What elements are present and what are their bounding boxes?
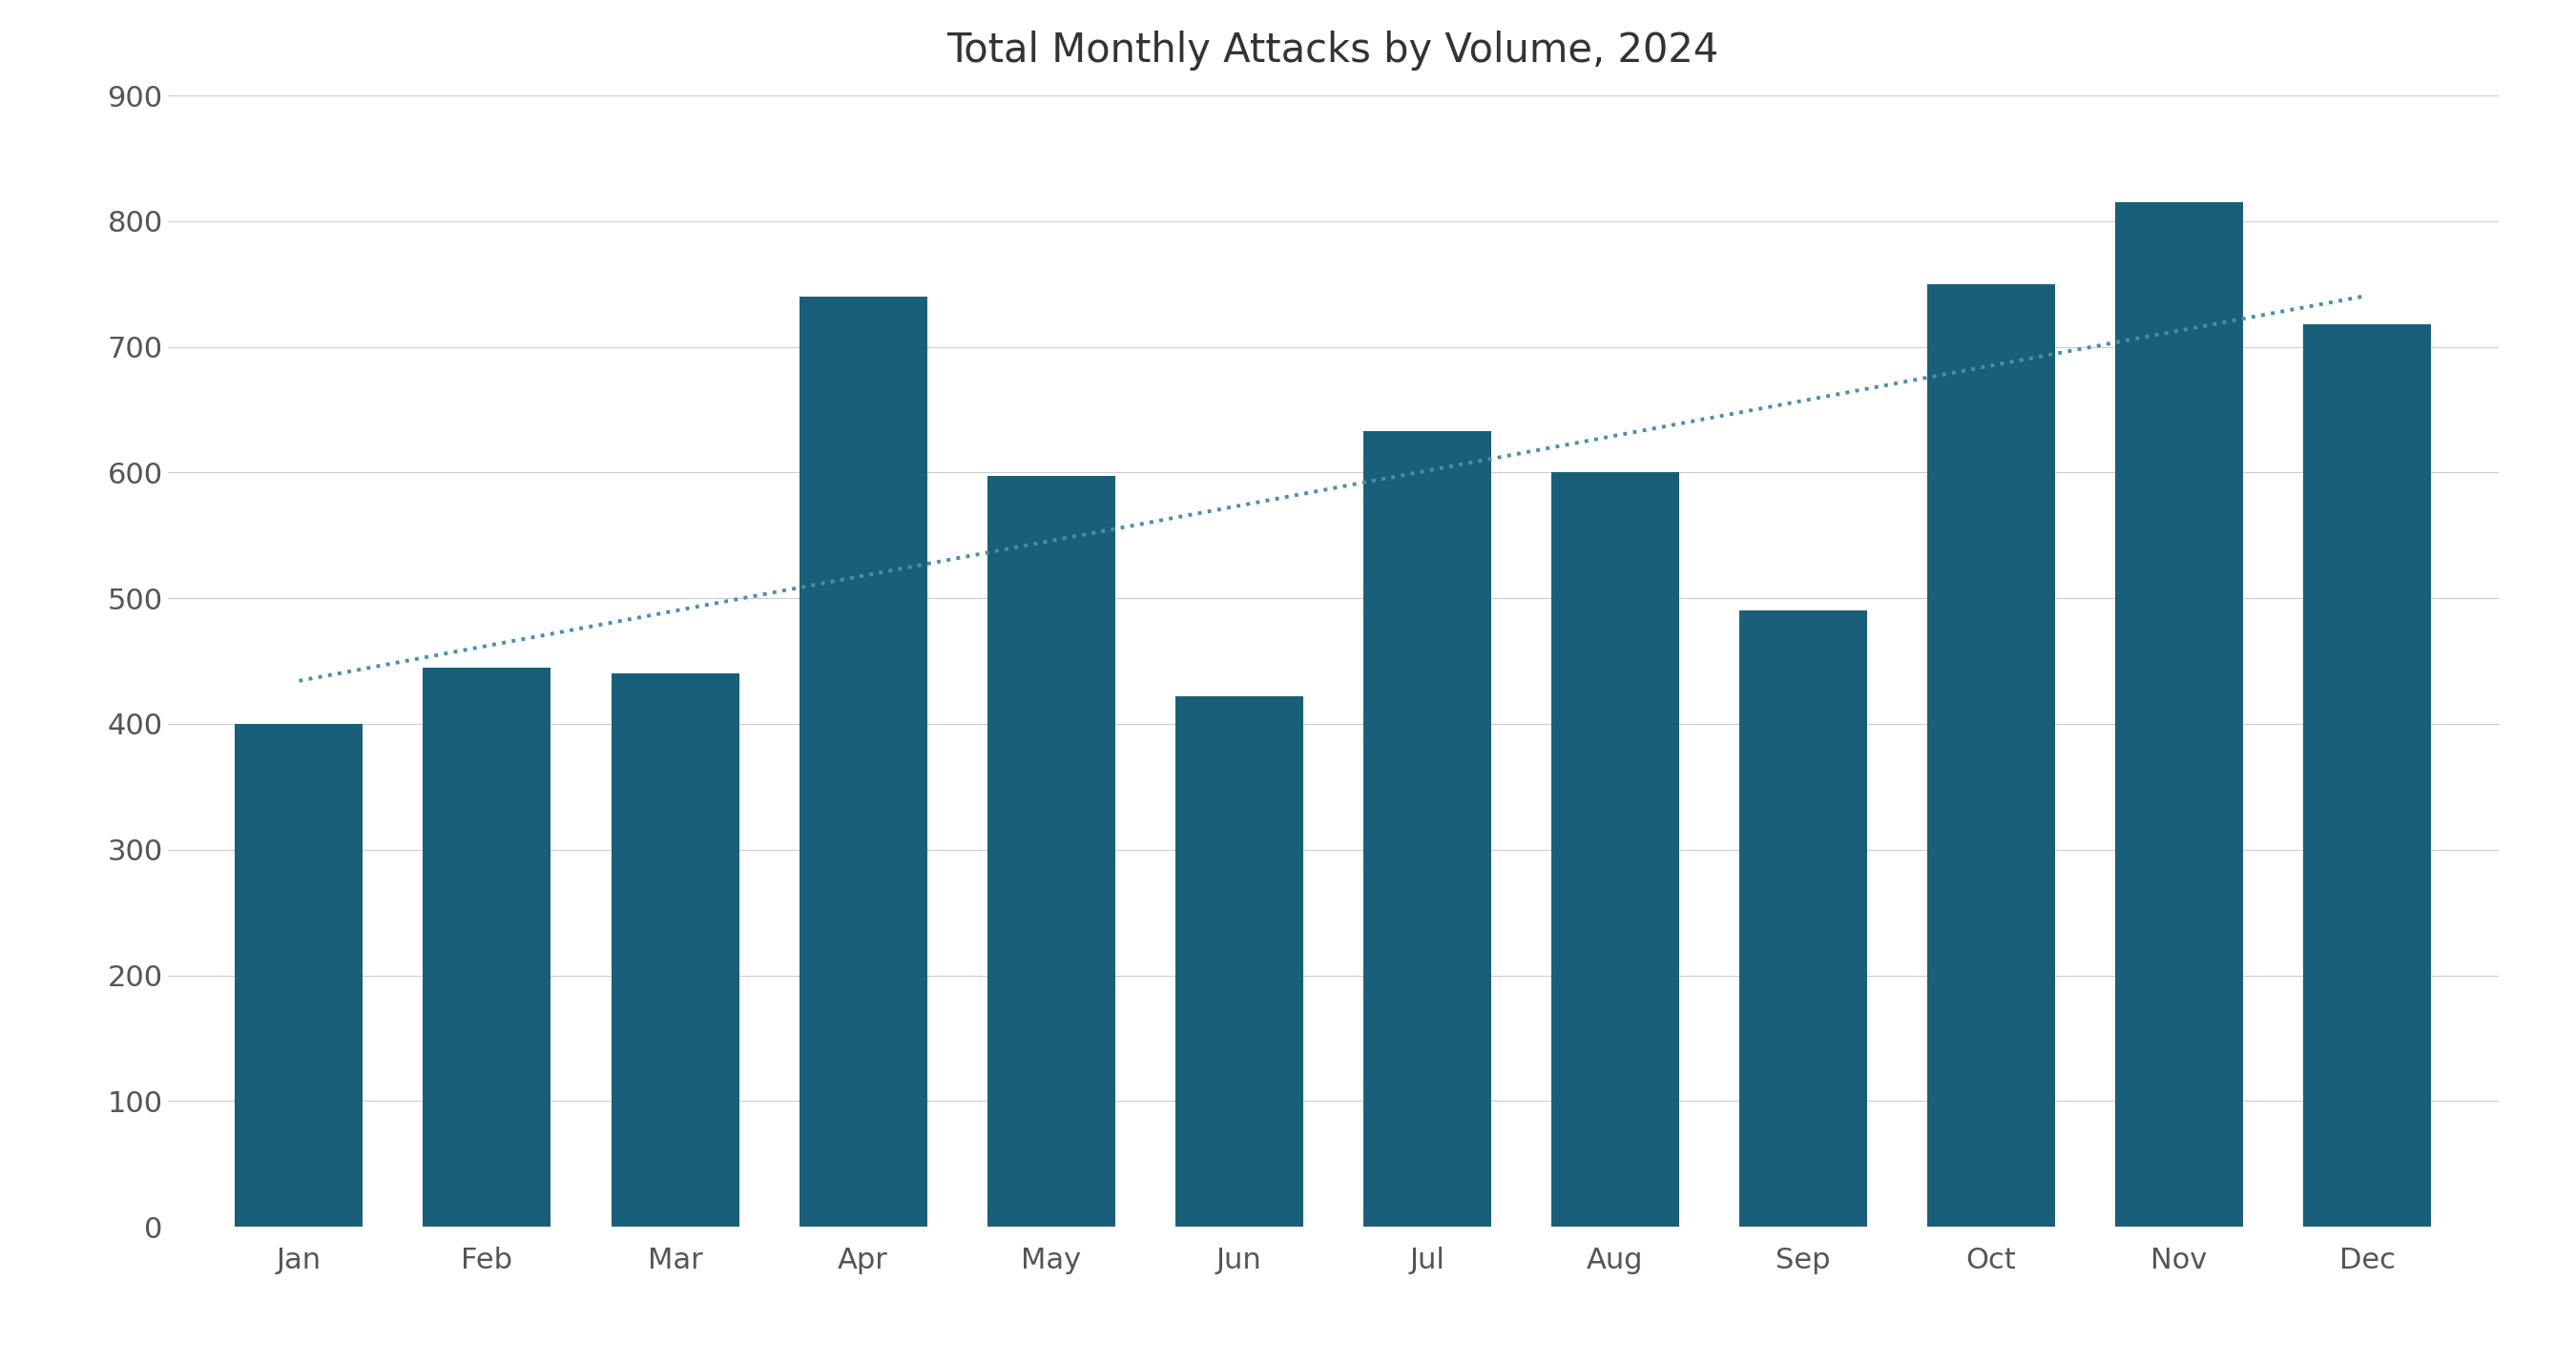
Bar [799,297,927,1227]
Bar [1363,431,1492,1227]
Bar [1551,473,1680,1227]
Bar [1739,611,1868,1227]
Title: Total Monthly Attacks by Volume, 2024: Total Monthly Attacks by Volume, 2024 [948,31,1718,71]
Bar [422,668,551,1227]
Bar [234,724,363,1227]
Bar [987,476,1115,1227]
Bar [1175,696,1303,1227]
Bar [2115,202,2244,1227]
Bar [611,673,739,1227]
Bar [1927,284,2056,1227]
Bar [2303,324,2432,1227]
